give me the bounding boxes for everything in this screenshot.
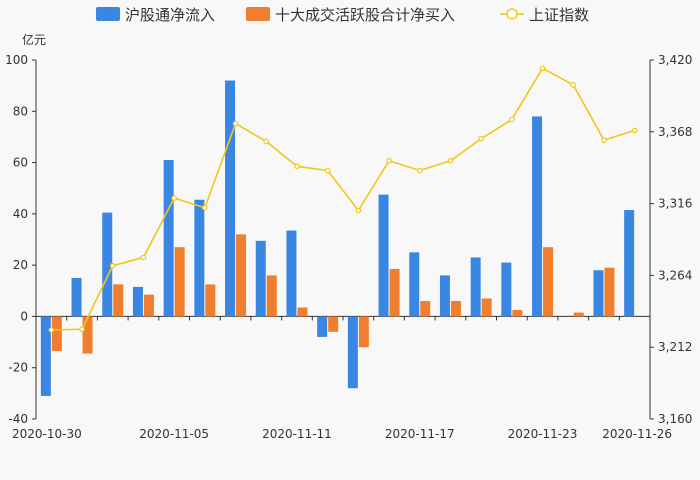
index-point — [386, 157, 392, 164]
index-point — [601, 137, 607, 143]
bar-hgt-net-inflow — [624, 210, 635, 317]
right-axis-tick-label: 3,368 — [658, 125, 692, 139]
bar-top10-net-buy — [266, 275, 277, 317]
x-axis-tick-label: 2020-11-17 — [385, 427, 455, 441]
index-point — [570, 82, 577, 88]
bar-hgt-net-inflow — [532, 116, 543, 317]
bar-top10-net-buy — [604, 267, 615, 317]
bar-hgt-net-inflow — [593, 270, 604, 317]
index-point — [324, 167, 331, 174]
index-point — [171, 195, 177, 201]
bar-hgt-net-inflow — [347, 316, 358, 389]
bar-top10-net-buy — [543, 247, 554, 317]
index-point — [509, 116, 515, 123]
bar-hgt-net-inflow — [132, 286, 143, 317]
bar-top10-net-buy — [113, 284, 124, 317]
bar-hgt-net-inflow — [163, 160, 174, 317]
x-axis-tick-label: 2020-10-30 — [12, 427, 82, 441]
right-axis-tick-label: 3,212 — [658, 340, 692, 354]
index-point — [232, 120, 239, 127]
bar-hgt-net-inflow — [501, 262, 512, 317]
x-axis-tick-label: 2020-11-05 — [139, 427, 209, 441]
index-point — [140, 254, 147, 261]
bar-hgt-net-inflow — [470, 257, 481, 317]
bar-top10-net-buy — [512, 310, 523, 317]
left-axis-tick-label: 100 — [5, 53, 28, 67]
bar-hgt-net-inflow — [71, 277, 82, 317]
bar-hgt-net-inflow — [317, 316, 328, 337]
bar-hgt-net-inflow — [286, 230, 297, 317]
index-point — [79, 326, 85, 333]
left-axis-tick-label: 80 — [13, 104, 28, 118]
left-axis-tick-label: 60 — [13, 156, 28, 170]
index-point — [355, 207, 362, 214]
bar-top10-net-buy — [51, 316, 62, 352]
left-axis-tick-label: 40 — [13, 207, 28, 221]
right-axis-tick-label: 3,316 — [658, 197, 692, 211]
left-axis-tick-label: -40 — [8, 412, 28, 426]
bar-top10-net-buy — [450, 301, 461, 317]
bar-hgt-net-inflow — [255, 240, 266, 317]
bar-top10-net-buy — [420, 301, 431, 317]
bar-hgt-net-inflow — [225, 80, 236, 317]
bar-top10-net-buy — [297, 307, 308, 317]
bar-hgt-net-inflow — [194, 199, 205, 317]
bar-top10-net-buy — [573, 312, 584, 317]
index-point — [109, 262, 116, 269]
bar-series — [40, 80, 635, 396]
bar-hgt-net-inflow — [102, 212, 113, 317]
axes: -40 -20 0 20 40 60 80 100 3,160 3,212 3,264 3,316 3,… — [5, 53, 692, 441]
index-point — [294, 163, 300, 170]
bar-top10-net-buy — [82, 316, 93, 354]
left-axis-unit-label: 亿元 — [22, 32, 46, 47]
bar-hgt-net-inflow — [378, 194, 389, 317]
left-axis-tick-label: -20 — [8, 361, 28, 375]
index-point — [539, 65, 546, 72]
index-point — [416, 167, 423, 174]
legend-label: 沪股通净流入 — [125, 6, 215, 24]
line-series — [48, 65, 638, 333]
x-axis-tick-label: 2020-11-23 — [508, 427, 578, 441]
bar-top10-net-buy — [205, 284, 216, 317]
right-axis-tick-label: 3,264 — [658, 268, 692, 282]
legend-swatch — [246, 7, 270, 21]
index-point — [631, 127, 638, 134]
right-axis-tick-label: 3,420 — [658, 53, 692, 67]
bar-top10-net-buy — [236, 234, 247, 317]
bar-hgt-net-inflow — [40, 316, 51, 396]
index-line — [51, 67, 635, 331]
left-axis-tick-label: 20 — [13, 258, 28, 272]
index-point — [478, 135, 484, 142]
bar-hgt-net-inflow — [409, 252, 420, 317]
legend-swatch-marker — [506, 8, 518, 20]
bar-top10-net-buy — [481, 298, 492, 317]
index-point — [48, 327, 55, 333]
x-axis-tick-label: 2020-11-26 — [602, 427, 672, 441]
bar-top10-net-buy — [358, 316, 369, 348]
bar-hgt-net-inflow — [439, 275, 450, 317]
legend-swatch — [96, 7, 120, 21]
bar-top10-net-buy — [328, 316, 339, 332]
legend-label: 上证指数 — [529, 6, 589, 24]
index-point — [263, 138, 270, 145]
right-axis-tick-label: 3,160 — [658, 412, 692, 426]
legend: 沪股通净流入 十大成交活跃股合计净买入 上证指数 — [96, 6, 589, 24]
bar-top10-net-buy — [389, 268, 400, 317]
index-point — [447, 157, 454, 164]
bar-top10-net-buy — [174, 247, 185, 317]
bar-top10-net-buy — [143, 294, 154, 317]
left-axis-tick-label: 0 — [20, 309, 28, 323]
x-axis-tick-label: 2020-11-11 — [262, 427, 332, 441]
legend-label: 十大成交活跃股合计净买入 — [275, 6, 455, 24]
index-point — [202, 204, 208, 211]
